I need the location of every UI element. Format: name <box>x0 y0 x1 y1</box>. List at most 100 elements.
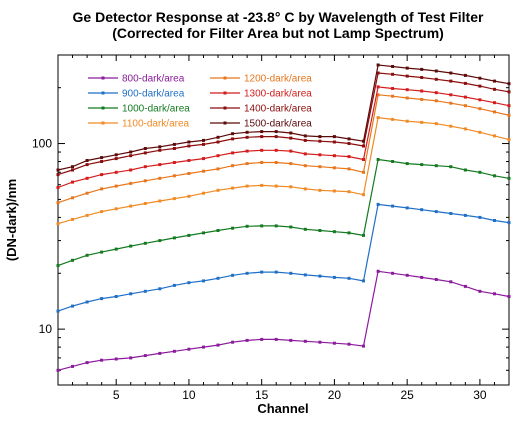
data-point <box>56 201 60 205</box>
y-axis-label: (DN-dark)/nm <box>4 179 19 261</box>
data-point <box>71 364 74 368</box>
data-point <box>362 279 365 283</box>
legend-item: 1000-dark/area <box>88 104 190 115</box>
legend-marker <box>223 121 227 125</box>
data-point <box>114 153 118 157</box>
data-point <box>143 354 147 358</box>
data-point <box>347 167 351 171</box>
legend-item: 800-dark/area <box>88 74 185 85</box>
data-point <box>405 96 409 100</box>
data-point <box>303 227 307 231</box>
data-point <box>158 287 162 291</box>
data-point <box>376 85 380 89</box>
data-point <box>289 136 293 140</box>
data-point <box>434 278 438 281</box>
legend-label: 800-dark/area <box>122 74 185 85</box>
data-point <box>493 79 496 83</box>
data-point <box>216 167 220 171</box>
data-point <box>274 337 278 341</box>
data-point <box>362 158 365 161</box>
legend: 800-dark/area 900-dark/area 1000-dark/area… <box>88 74 312 130</box>
data-point <box>187 281 191 285</box>
data-point <box>318 188 322 192</box>
legend-marker <box>223 76 227 80</box>
data-point <box>260 148 264 152</box>
legend-marker <box>223 106 227 110</box>
data-point <box>129 181 133 185</box>
data-point <box>347 155 351 159</box>
data-point <box>274 184 278 188</box>
data-point <box>56 222 60 226</box>
data-point <box>478 107 482 111</box>
legend-marker <box>101 76 105 80</box>
data-point <box>347 137 351 141</box>
data-point <box>187 194 191 198</box>
data-point <box>493 219 496 222</box>
data-point <box>100 160 104 163</box>
data-point <box>391 117 395 121</box>
data-point <box>85 253 89 257</box>
data-point <box>100 173 104 177</box>
data-point <box>245 338 249 342</box>
data-point <box>158 176 162 180</box>
data-point <box>202 231 205 235</box>
data-point <box>114 247 118 251</box>
x-tick-label: 5 <box>113 388 120 402</box>
legend-item: 1300-dark/area <box>210 89 312 100</box>
data-point <box>187 347 191 351</box>
x-tick-label: 20 <box>328 388 342 402</box>
data-point <box>332 341 336 345</box>
data-point <box>493 101 496 105</box>
data-point <box>56 309 60 313</box>
series-line <box>57 94 510 204</box>
data-point <box>245 135 249 139</box>
data-point <box>449 93 453 97</box>
y-tick-label: 100 <box>32 137 52 151</box>
data-point <box>303 164 307 168</box>
data-point <box>434 91 438 95</box>
data-point <box>463 284 467 288</box>
data-point <box>463 95 467 99</box>
data-point <box>274 148 278 152</box>
data-point <box>100 156 104 160</box>
data-point <box>318 340 322 344</box>
data-point <box>274 270 278 274</box>
data-point <box>71 304 74 308</box>
data-point <box>376 158 380 161</box>
data-point <box>56 168 60 172</box>
data-point <box>114 170 118 174</box>
data-point <box>478 98 482 102</box>
x-tick-label: 30 <box>473 388 487 402</box>
data-point <box>187 144 191 148</box>
y-axis: 10 100 <box>32 54 509 386</box>
data-point <box>187 140 191 144</box>
data-point <box>172 197 176 201</box>
data-point <box>405 66 409 70</box>
data-point <box>143 202 147 205</box>
x-tick-label: 10 <box>182 388 196 402</box>
data-point <box>85 213 89 217</box>
data-point <box>202 142 205 146</box>
data-point <box>362 344 365 348</box>
legend-marker <box>101 121 105 125</box>
data-point <box>405 74 409 78</box>
data-point <box>303 273 307 277</box>
data-point <box>260 135 264 139</box>
data-point <box>100 250 104 254</box>
data-point <box>289 162 293 166</box>
data-point <box>332 230 336 234</box>
chart-title-line1: Ge Detector Response at -23.8° C by Wave… <box>73 9 484 25</box>
data-point <box>289 185 293 189</box>
legend-item: 1400-dark/area <box>210 104 312 115</box>
data-point <box>216 140 220 144</box>
data-point <box>172 349 176 353</box>
data-point <box>260 337 264 341</box>
legend-label: 1200-dark/area <box>244 74 312 85</box>
data-point <box>493 292 496 296</box>
data-point <box>85 191 89 195</box>
data-point <box>463 81 467 85</box>
data-point <box>362 233 365 237</box>
data-point <box>289 149 293 153</box>
data-point <box>114 295 118 298</box>
data-point <box>172 283 176 287</box>
